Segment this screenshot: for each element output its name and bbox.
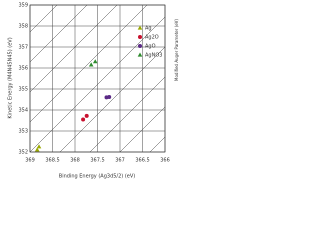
legend-label: AgNO3 <box>145 53 162 59</box>
y-axis-title: Kinetic Energy (M4N45N45) (eV) <box>8 37 14 118</box>
legend-label: AgO <box>145 44 156 50</box>
x-tick-label: 367.5 <box>90 158 104 164</box>
legend-marker <box>137 25 143 30</box>
y-tick-label: 356 <box>18 66 28 72</box>
legend-marker <box>138 44 142 48</box>
x-tick-label: 368 <box>70 158 80 164</box>
point <box>34 147 40 152</box>
y-tick-label: 353 <box>18 129 28 135</box>
point <box>84 113 89 118</box>
point <box>107 94 112 99</box>
point <box>88 62 94 67</box>
auger-lines <box>30 5 165 152</box>
y-tick-label: 352 <box>18 150 28 156</box>
y-tick-label: 355 <box>18 87 28 93</box>
y-tick-label: 358 <box>18 24 28 30</box>
y-tick-label: 359 <box>18 3 28 9</box>
legend-label: Ag2O <box>145 35 159 41</box>
x-axis-title: Binding Energy (Ag3d5/2) (eV) <box>59 174 136 180</box>
side-title: Modified Auger Parameter (eV) <box>174 19 179 81</box>
x-tick-label: 366 <box>160 158 170 164</box>
chart: Kinetic Energy (M4N45N45) (eV) Binding E… <box>8 3 180 180</box>
point <box>36 144 42 149</box>
legend-label: Ag <box>145 26 152 32</box>
legend-marker <box>137 52 143 57</box>
y-tick-label: 354 <box>18 108 28 114</box>
legend-marker <box>138 35 142 39</box>
point <box>81 117 86 122</box>
y-tick-label: 357 <box>18 45 28 51</box>
x-tick-label: 366.5 <box>135 158 149 164</box>
point <box>92 59 98 64</box>
x-tick-label: 369 <box>25 158 35 164</box>
x-tick-label: 368.5 <box>45 158 59 164</box>
x-tick-label: 367 <box>115 158 125 164</box>
